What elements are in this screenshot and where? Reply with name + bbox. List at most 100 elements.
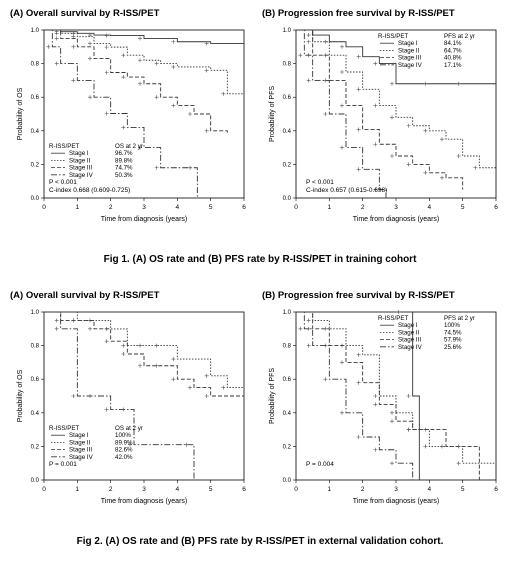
stat-text: P < 0.001	[306, 179, 334, 186]
x-axis-label: Time from diagnosis (years)	[353, 216, 440, 223]
censor-mark	[423, 444, 428, 449]
censor-mark	[88, 394, 92, 398]
legend-label: Stage III	[398, 337, 421, 344]
x-tick-label: 0	[42, 204, 46, 211]
x-tick-label: 6	[494, 204, 498, 211]
series-line	[44, 29, 244, 44]
legend-header: OS at 2 yr	[115, 143, 143, 150]
series-line	[44, 29, 244, 95]
y-tick-label: 0.4	[31, 411, 40, 417]
x-tick-label: 3	[394, 486, 398, 493]
censor-mark	[104, 407, 109, 412]
censor-mark	[171, 39, 176, 44]
censor-mark	[138, 145, 142, 150]
censor-mark	[88, 33, 92, 38]
censor-mark	[204, 394, 209, 398]
legend-header: R-ISS/PET	[49, 143, 79, 150]
censor-mark	[306, 343, 311, 348]
censor-mark	[154, 343, 159, 348]
censor-mark	[423, 170, 428, 175]
x-tick-label: 0	[294, 204, 298, 211]
censor-mark	[46, 44, 51, 49]
censor-mark	[440, 444, 444, 449]
series-line	[44, 29, 198, 198]
chart-svg: 0 1 2 3 4 5 6 0.0 0.2 0.4 0.6 0.8 1.0 Time from diagn…	[17, 310, 246, 505]
censor-mark	[138, 363, 142, 368]
x-tick-label: 6	[494, 486, 498, 493]
censor-mark	[104, 111, 109, 116]
censor-mark	[373, 394, 378, 398]
censor-mark	[54, 31, 59, 36]
x-tick-label: 5	[461, 486, 465, 493]
y-tick-label: 1.0	[283, 310, 292, 316]
x-tick-label: 6	[242, 486, 246, 493]
censor-mark	[456, 154, 461, 158]
censor-mark	[340, 145, 344, 150]
censor-mark	[390, 410, 394, 415]
legend-header: R-ISS/PET	[378, 315, 408, 322]
censor-mark	[456, 444, 461, 449]
series-line	[44, 311, 244, 389]
censor-mark	[323, 112, 328, 116]
censor-mark	[121, 75, 126, 80]
censor-mark	[340, 70, 344, 74]
censor-mark	[373, 142, 378, 147]
y-tick-label: 0.4	[31, 129, 40, 135]
censor-mark	[138, 36, 142, 41]
legend-label: Stage IV	[398, 62, 423, 69]
y-axis-label: Probability of PFS	[269, 86, 276, 142]
y-tick-label: 0.0	[31, 478, 40, 484]
y-tick-label: 0.2	[31, 162, 40, 168]
legend-header: R-ISS/PET	[378, 33, 408, 40]
y-tick-label: 0.4	[283, 411, 292, 417]
y-tick-label: 0.2	[31, 444, 40, 450]
censor-mark	[406, 394, 411, 398]
legend-rate: 100%	[115, 432, 131, 439]
censor-mark	[138, 81, 142, 86]
censor-mark	[54, 326, 59, 331]
figure-caption: Fig 2. (A) OS rate and (B) PFS rate by R…	[76, 536, 444, 547]
censor-mark	[298, 53, 303, 58]
censor-mark	[406, 427, 411, 432]
x-tick-label: 4	[428, 204, 432, 211]
legend-label: Stage III	[69, 447, 92, 454]
chart-title: (B) Progression free survival by R-ISS/P…	[262, 8, 455, 19]
censor-mark	[121, 407, 126, 412]
stat-text: C-index 0.657 (0.615-0.698)	[306, 187, 387, 194]
figure-caption: Fig 1. (A) OS rate and (B) PFS rate by R…	[103, 254, 417, 265]
stat-text: P = 0.004	[306, 461, 334, 468]
legend-label: Stage I	[69, 150, 89, 157]
legend-header: PFS at 2 yr	[444, 33, 475, 40]
stat-text: P < 0.001	[49, 179, 77, 186]
censor-mark	[221, 91, 226, 96]
censor-mark	[71, 318, 76, 323]
legend-header: PFS at 2 yr	[444, 315, 475, 322]
censor-mark	[88, 326, 92, 331]
censor-mark	[104, 339, 109, 344]
legend-rate: 74.7%	[115, 165, 133, 172]
censor-mark	[423, 128, 428, 133]
censor-mark	[356, 127, 361, 132]
x-tick-label: 3	[142, 204, 146, 211]
censor-mark	[88, 95, 92, 100]
censor-mark	[406, 162, 411, 167]
censor-mark	[104, 45, 109, 50]
censor-mark	[138, 343, 142, 348]
censor-mark	[306, 33, 311, 38]
censor-mark	[356, 434, 361, 439]
censor-mark	[373, 103, 378, 108]
censor-mark	[390, 115, 394, 120]
x-tick-label: 4	[176, 486, 180, 493]
x-tick-label: 4	[176, 204, 180, 211]
censor-mark	[423, 427, 428, 432]
censor-mark	[128, 442, 132, 447]
x-tick-label: 0	[42, 486, 46, 493]
series-line	[296, 29, 496, 85]
chart-title: (A) Overall survival by R-ISS/PET	[10, 290, 160, 301]
series-line	[44, 29, 228, 135]
y-tick-label: 0.0	[31, 196, 40, 202]
censor-mark	[390, 81, 394, 86]
censor-mark	[204, 128, 209, 133]
legend-rate: 96.7%	[115, 150, 133, 157]
y-tick-label: 0.6	[31, 377, 40, 383]
